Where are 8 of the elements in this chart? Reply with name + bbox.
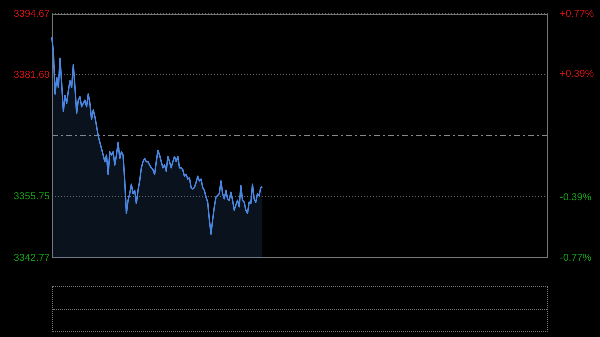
y2-tick-label: -0.77% [560,252,592,264]
y2-tick-label: -0.39% [560,192,592,204]
y2-tick-label: +0.77% [560,8,594,20]
y2-tick-label: +0.39% [560,68,594,80]
y-tick-label: 3355.75 [14,192,50,203]
y-tick-label: 3342.77 [14,252,50,264]
y-tick-label: 3394.67 [14,8,50,20]
y-tick-label: 3381.69 [14,70,50,81]
